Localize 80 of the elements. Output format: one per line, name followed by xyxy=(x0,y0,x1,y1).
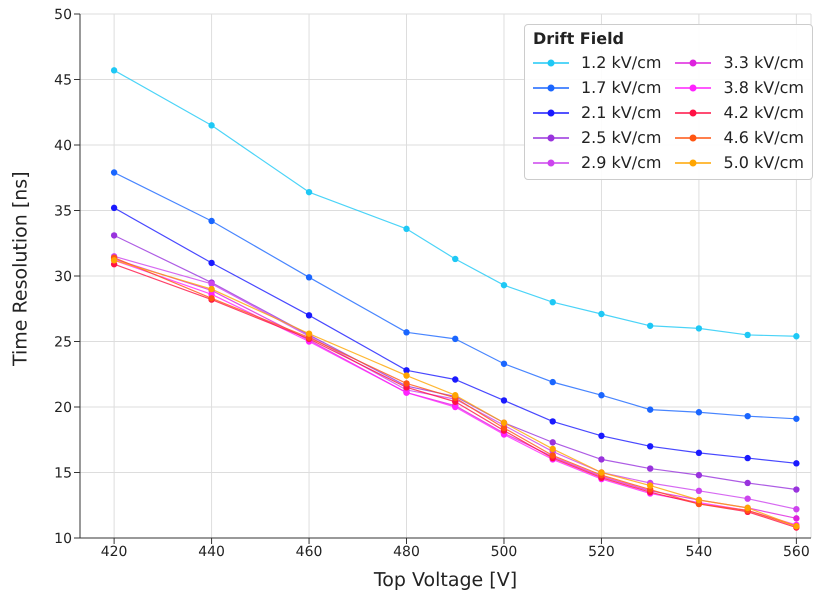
point xyxy=(306,274,312,281)
x-axis-title: Top Voltage [V] xyxy=(372,569,518,591)
point xyxy=(500,360,508,367)
point xyxy=(110,67,118,74)
y-tick-label: 15 xyxy=(54,465,72,482)
y-tick-label: 25 xyxy=(54,334,72,350)
point xyxy=(696,450,702,456)
x-tick-label: 560 xyxy=(783,544,810,560)
point xyxy=(646,406,654,413)
point xyxy=(110,169,118,176)
point xyxy=(598,432,605,440)
point xyxy=(500,397,508,404)
x-tick-label: 420 xyxy=(100,544,128,560)
legend-label: 2.9 kV/cm xyxy=(580,152,662,174)
point xyxy=(110,232,118,239)
point xyxy=(208,260,215,266)
y-tick-label: 35 xyxy=(54,203,72,220)
legend-label: 1.2 kV/cm xyxy=(580,52,662,74)
point xyxy=(550,299,556,306)
x-tick-label: 440 xyxy=(198,544,225,560)
point xyxy=(793,515,800,522)
point xyxy=(646,482,654,489)
legend-label: 3.3 kV/cm xyxy=(722,52,804,74)
point xyxy=(403,226,410,232)
point xyxy=(744,454,751,462)
point xyxy=(646,443,654,450)
x-tick-label: 460 xyxy=(296,544,322,560)
point xyxy=(646,322,654,329)
point xyxy=(696,488,702,494)
point xyxy=(550,446,556,452)
point xyxy=(793,506,800,512)
y-axis-title: Time Resolution [ns] xyxy=(10,171,32,367)
y-tick-label: 30 xyxy=(54,268,72,285)
point xyxy=(744,480,751,486)
point xyxy=(793,460,800,467)
legend-label: 5.0 kV/cm xyxy=(722,152,804,174)
point xyxy=(306,312,312,318)
point xyxy=(403,329,410,336)
x-tick-label: 480 xyxy=(393,544,420,560)
point xyxy=(550,439,556,446)
point xyxy=(696,325,702,332)
point xyxy=(452,376,458,383)
point xyxy=(646,465,654,472)
legend-label: 2.1 kV/cm xyxy=(580,102,662,124)
point xyxy=(550,378,556,386)
point xyxy=(793,416,800,422)
y-tick-label: 20 xyxy=(54,400,72,416)
x-tick-label: 540 xyxy=(686,544,712,560)
point xyxy=(696,472,702,478)
point xyxy=(793,486,800,493)
point xyxy=(110,204,118,212)
point xyxy=(696,409,702,416)
point xyxy=(793,333,800,340)
y-tick-label: 45 xyxy=(54,72,72,88)
point xyxy=(208,218,215,224)
y-tick-label: 40 xyxy=(54,138,72,154)
legend-title: Drift Field xyxy=(532,29,626,48)
y-tick-label: 10 xyxy=(54,530,72,547)
point xyxy=(500,282,508,288)
legend-label: 4.2 kV/cm xyxy=(722,102,804,124)
point xyxy=(208,122,215,129)
point xyxy=(403,380,410,387)
point xyxy=(306,188,312,196)
x-tick-label: 500 xyxy=(490,544,518,560)
point xyxy=(452,256,458,262)
legend-label: 2.5 kV/cm xyxy=(580,127,662,149)
legend-label: 4.6 kV/cm xyxy=(722,127,804,149)
point xyxy=(452,336,458,342)
point xyxy=(598,456,605,463)
point xyxy=(403,372,410,379)
point xyxy=(598,392,605,398)
point xyxy=(550,418,556,425)
point xyxy=(744,496,751,502)
point xyxy=(744,412,751,420)
legend-label: 1.7 kV/cm xyxy=(580,77,662,99)
y-tick-label: 50 xyxy=(54,6,72,23)
point xyxy=(598,310,605,318)
legend-label: 3.8 kV/cm xyxy=(722,77,804,99)
x-tick-label: 520 xyxy=(588,544,615,560)
point xyxy=(744,332,751,338)
